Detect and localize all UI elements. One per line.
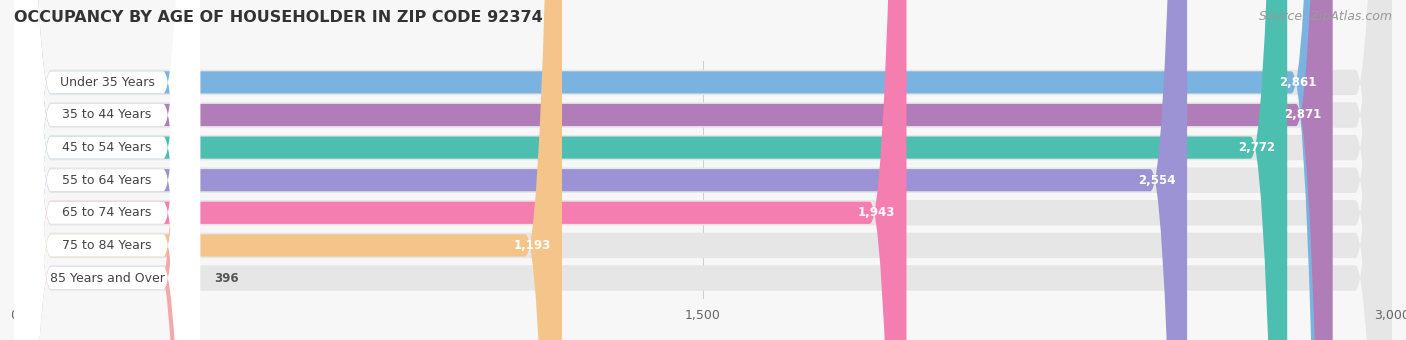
Text: 55 to 64 Years: 55 to 64 Years xyxy=(62,174,152,187)
FancyBboxPatch shape xyxy=(14,0,1392,340)
Text: 35 to 44 Years: 35 to 44 Years xyxy=(62,108,152,121)
FancyBboxPatch shape xyxy=(14,0,1392,340)
FancyBboxPatch shape xyxy=(14,0,562,340)
Text: Source: ZipAtlas.com: Source: ZipAtlas.com xyxy=(1258,10,1392,23)
Text: 45 to 54 Years: 45 to 54 Years xyxy=(62,141,152,154)
FancyBboxPatch shape xyxy=(14,0,1392,340)
Text: OCCUPANCY BY AGE OF HOUSEHOLDER IN ZIP CODE 92374: OCCUPANCY BY AGE OF HOUSEHOLDER IN ZIP C… xyxy=(14,10,543,25)
FancyBboxPatch shape xyxy=(14,0,1392,340)
Text: 2,861: 2,861 xyxy=(1279,76,1316,89)
FancyBboxPatch shape xyxy=(14,0,1288,340)
FancyBboxPatch shape xyxy=(14,0,1333,340)
FancyBboxPatch shape xyxy=(14,0,907,340)
FancyBboxPatch shape xyxy=(14,0,200,340)
FancyBboxPatch shape xyxy=(14,0,1329,340)
Text: 2,871: 2,871 xyxy=(1284,108,1322,121)
Text: 1,193: 1,193 xyxy=(513,239,551,252)
FancyBboxPatch shape xyxy=(14,0,195,340)
FancyBboxPatch shape xyxy=(14,0,200,340)
Text: 75 to 84 Years: 75 to 84 Years xyxy=(62,239,152,252)
Text: 2,772: 2,772 xyxy=(1239,141,1275,154)
FancyBboxPatch shape xyxy=(14,0,1392,340)
Text: 2,554: 2,554 xyxy=(1137,174,1175,187)
Text: 1,943: 1,943 xyxy=(858,206,896,219)
Text: 65 to 74 Years: 65 to 74 Years xyxy=(62,206,152,219)
FancyBboxPatch shape xyxy=(14,0,200,340)
FancyBboxPatch shape xyxy=(14,0,200,340)
Text: 85 Years and Over: 85 Years and Over xyxy=(49,272,165,285)
FancyBboxPatch shape xyxy=(14,0,200,340)
FancyBboxPatch shape xyxy=(14,0,1392,340)
FancyBboxPatch shape xyxy=(14,0,200,340)
Text: Under 35 Years: Under 35 Years xyxy=(59,76,155,89)
FancyBboxPatch shape xyxy=(14,0,200,340)
Text: 396: 396 xyxy=(214,272,239,285)
FancyBboxPatch shape xyxy=(14,0,1187,340)
FancyBboxPatch shape xyxy=(14,0,1392,340)
